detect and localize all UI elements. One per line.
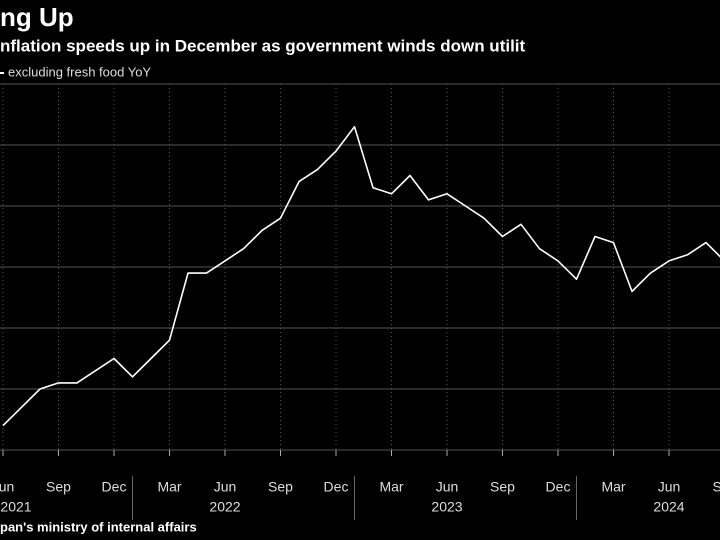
x-tick-label: Sep: [46, 479, 71, 495]
x-tick-label: S: [713, 479, 720, 495]
x-year-label: 2024: [653, 499, 684, 515]
x-tick-label: Dec: [546, 479, 571, 495]
data-line: [2, 125, 720, 427]
chart-title: ng Up: [0, 2, 74, 32]
x-tick-label: Jun: [436, 479, 459, 495]
x-year-label: 2021: [0, 499, 31, 515]
x-year-label: 2022: [209, 499, 240, 515]
x-tick-label: Mar: [157, 479, 181, 495]
x-tick-label: Mar: [601, 479, 625, 495]
x-tick-label: Dec: [102, 479, 127, 495]
chart-subtitle: nflation speeds up in December as govern…: [0, 36, 526, 55]
x-tick-label: Sep: [490, 479, 515, 495]
x-tick-label: Mar: [379, 479, 403, 495]
x-tick-label: Dec: [324, 479, 349, 495]
x-tick-label: Jun: [0, 479, 14, 495]
x-tick-label: Jun: [214, 479, 237, 495]
source-note: pan's ministry of internal affairs: [0, 519, 197, 534]
x-tick-label: Sep: [268, 479, 293, 495]
series-label: excluding fresh food YoY: [8, 64, 151, 79]
x-tick-label: Jun: [658, 479, 681, 495]
x-year-label: 2023: [431, 499, 462, 515]
